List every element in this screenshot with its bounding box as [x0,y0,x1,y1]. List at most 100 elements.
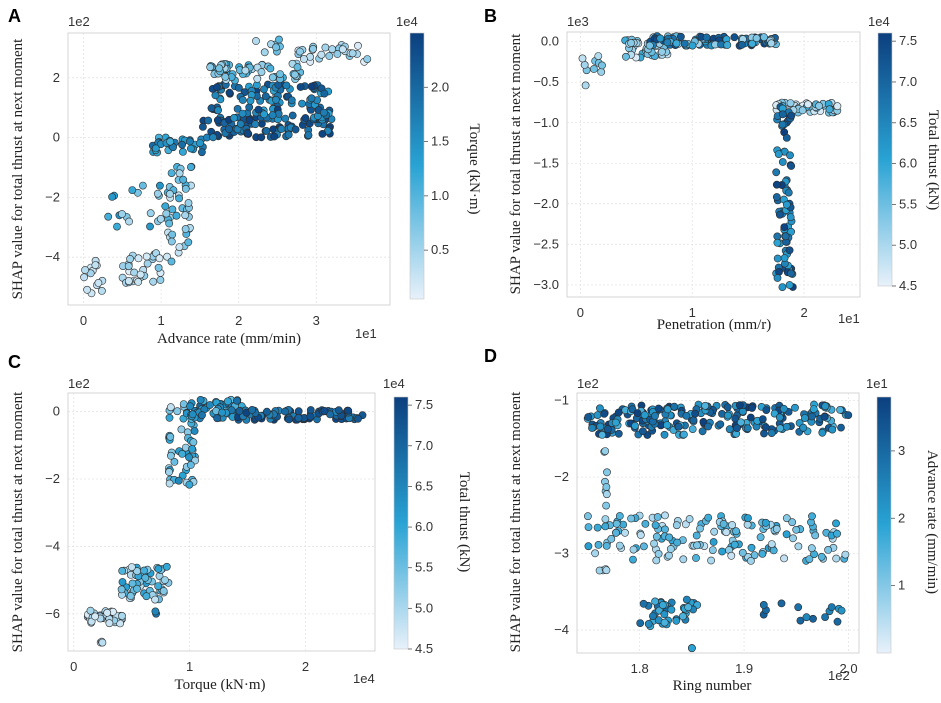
scatter-point [788,518,797,527]
scatter-point [159,587,168,595]
scatter-point [134,277,143,286]
scatter-point [604,425,612,434]
x-tick-label: 1 [157,313,164,328]
scatter-point [236,120,245,128]
scatter-point [746,413,755,422]
y-multiplier: 1e2 [68,376,90,391]
scatter-point [154,263,163,272]
x-tick-label: 1 [689,305,696,320]
scatter-point [775,210,784,219]
scatter-point [787,162,796,170]
scatter-point [170,457,179,466]
scatter-point [787,269,795,278]
scatter-point [207,104,216,113]
scatter-point [818,428,827,437]
x-tick-label: 1 [186,659,193,674]
scatter-point [636,619,645,627]
scatter-point [254,105,263,114]
scatter-point [732,527,740,536]
scatter-point [262,407,271,416]
y-tick-label: −4 [45,538,60,553]
scatter-point [832,554,841,563]
scatter-point [833,102,842,111]
scatter-point [709,538,718,546]
scatter-point [663,405,672,414]
scatter-point [602,490,611,499]
colorbar-tick-label: 2.0 [431,79,449,94]
scatter-point [142,592,151,601]
scatter-point [663,421,671,429]
y-tick-label: 2 [53,70,60,85]
scatter-point [215,64,224,73]
scatter-point [173,407,182,416]
scatter-point [743,520,752,529]
scatter-point [602,566,611,575]
scatter-point [758,550,767,558]
scatter-point [320,406,329,415]
scatter-point [776,424,784,433]
y-tick-label: −1.0 [533,115,559,130]
scatter-point [80,273,88,282]
scatter-point [611,418,620,427]
scatter-point [733,424,741,432]
scatter-point [682,595,691,604]
colorbar-tick-label: 5.5 [899,196,917,211]
x-tick-label: 2 [235,313,242,328]
scatter-point [748,39,757,48]
scatter-point [672,616,681,625]
scatter-point [165,219,174,228]
scatter-point [590,65,598,73]
colorbar-label: Advance rate (mm/min) [924,450,940,594]
scatter-point [241,66,250,75]
scatter-point [205,401,214,409]
x-tick-label: 0 [70,659,77,674]
scatter-point [198,411,206,420]
scatter-point [588,424,596,432]
scatter-point [692,531,701,540]
scatter-point [188,410,197,419]
scatter-point [320,89,329,98]
scatter-point [719,520,728,528]
scatter-point [805,555,814,563]
scatter-point [836,405,844,414]
scatter-point [685,515,694,523]
scatter-point [747,557,755,565]
scatter-point [175,194,183,203]
scatter-point [730,540,739,549]
scatter-point [660,610,669,619]
scatter-point [281,114,290,123]
scatter-point [260,48,269,57]
scatter-point [782,422,791,431]
scatter-point [670,402,679,411]
scatter-point [181,211,190,220]
scatter-point [672,39,681,48]
scatter-point [213,414,221,423]
scatter-point [225,125,233,134]
scatter-point [179,175,188,184]
plot-area [566,31,861,298]
x-tick-label: 1.9 [735,661,753,676]
scatter-point [743,424,752,433]
scatter-point [597,68,606,76]
scatter-point [787,111,796,120]
scatter-point [628,405,637,414]
scatter-point [682,411,691,420]
scatter-point [680,430,688,439]
scatter-point [134,254,143,263]
scatter-point [784,188,793,197]
colorbar-multiplier: 1e1 [866,376,888,391]
scatter-point [603,468,611,477]
scatter-point [772,525,781,533]
y-axis-label: SHAP value for total thrust at next mome… [10,38,26,299]
scatter-point [602,501,610,510]
scatter-point [802,613,811,622]
scatter-point [684,603,693,612]
scatter-point [737,418,745,427]
colorbar-tick-label: 0.5 [431,242,449,257]
scatter-point [815,102,823,110]
scatter-point [601,522,610,531]
panel-letter: B [484,6,497,26]
scatter-point [162,562,171,571]
scatter-points [578,32,842,291]
scatter-point [663,38,672,47]
